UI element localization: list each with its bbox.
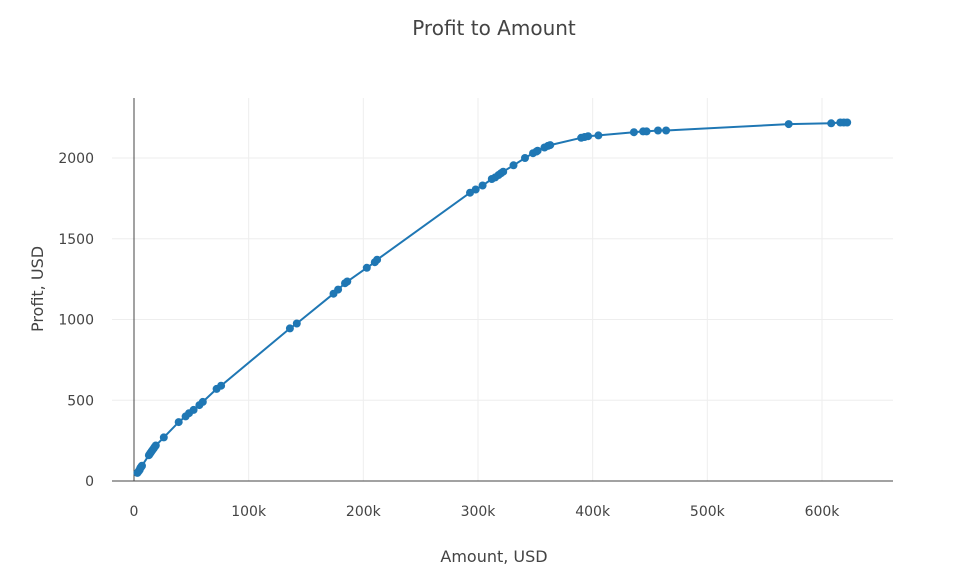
y-axis-title: Profit, USD <box>28 246 47 332</box>
data-point[interactable] <box>584 132 593 141</box>
data-point[interactable] <box>373 255 382 264</box>
y-tick-label: 1000 <box>58 313 94 329</box>
data-point[interactable] <box>174 418 183 427</box>
data-point[interactable] <box>334 285 343 294</box>
data-point[interactable] <box>285 324 294 333</box>
data-point[interactable] <box>151 441 160 450</box>
data-point[interactable] <box>159 433 168 442</box>
x-tick-label: 100k <box>231 504 267 520</box>
data-point[interactable] <box>509 161 518 170</box>
axis-layer <box>112 98 893 482</box>
chart-title: Profit to Amount <box>412 16 576 40</box>
data-point[interactable] <box>533 146 542 155</box>
data-point[interactable] <box>662 126 671 135</box>
data-point[interactable] <box>198 397 207 406</box>
data-point[interactable] <box>478 181 487 190</box>
x-tick-label: 0 <box>130 504 139 520</box>
data-point[interactable] <box>189 405 198 414</box>
x-tick-label: 400k <box>575 504 611 520</box>
x-axis-title: Amount, USD <box>440 547 547 566</box>
y-tick-label: 500 <box>67 393 94 409</box>
data-point[interactable] <box>292 319 301 328</box>
tick-label-layer: 0 100k 200k 300k 400k 500k 600k 0 500 1000 1500 200… <box>58 151 840 520</box>
data-point[interactable] <box>827 119 836 128</box>
data-point[interactable] <box>499 167 508 176</box>
x-tick-label: 200k <box>346 504 382 520</box>
x-tick-label: 600k <box>805 504 841 520</box>
data-point[interactable] <box>784 120 793 129</box>
data-point[interactable] <box>521 154 529 162</box>
x-tick-label: 300k <box>461 504 497 520</box>
y-tick-label: 2000 <box>58 151 94 167</box>
data-point[interactable] <box>471 185 480 194</box>
y-tick-label: 1500 <box>58 232 94 248</box>
grid-layer <box>112 98 893 481</box>
data-point[interactable] <box>629 128 638 137</box>
data-point[interactable] <box>217 381 226 390</box>
data-point[interactable] <box>343 277 352 286</box>
y-tick-label: 0 <box>85 474 94 490</box>
data-point[interactable] <box>362 263 371 272</box>
data-point[interactable] <box>594 131 603 140</box>
x-tick-label: 500k <box>690 504 726 520</box>
series-layer <box>133 118 852 477</box>
data-point[interactable] <box>654 126 662 135</box>
data-point[interactable] <box>138 461 146 470</box>
data-point[interactable] <box>642 127 651 136</box>
data-point[interactable] <box>843 118 852 127</box>
data-point[interactable] <box>546 141 555 150</box>
